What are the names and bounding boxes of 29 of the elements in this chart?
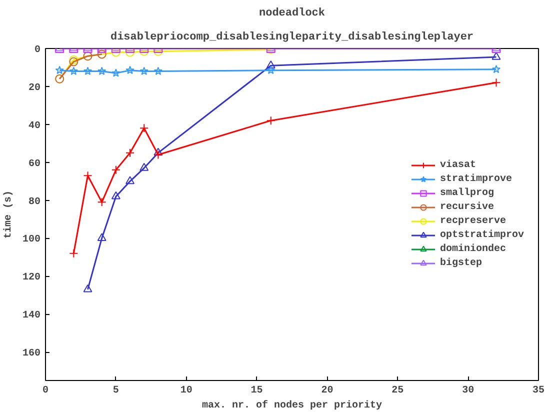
y-tick-label: 160 xyxy=(22,348,41,360)
x-tick-label: 5 xyxy=(112,386,119,396)
legend-label: stratimprove xyxy=(440,172,512,186)
y-tick-label: 20 xyxy=(28,82,41,94)
chart-title: nodeadlock xyxy=(258,8,326,20)
legend-label: dominiondec xyxy=(440,242,506,256)
chart-subtitle: disablepriocomp_disablesingleparity_disablesingleplayer xyxy=(110,32,474,44)
legend-label: smallprog xyxy=(440,186,494,200)
y-tick-label: 80 xyxy=(28,196,41,208)
y-tick-label: 40 xyxy=(28,120,41,132)
x-tick-label: 15 xyxy=(250,386,263,396)
legend-label: recpreserve xyxy=(440,214,506,228)
legend-label: viasat xyxy=(440,158,476,172)
y-tick-label: 140 xyxy=(22,310,41,322)
x-tick-label: 35 xyxy=(532,386,545,396)
y-tick-label: 120 xyxy=(22,272,41,284)
y-tick-label: 0 xyxy=(34,45,41,56)
x-axis-title: max. nr. of nodes per priority xyxy=(202,400,382,412)
x-tick-label: 25 xyxy=(392,386,404,396)
x-tick-label: 30 xyxy=(462,386,474,396)
legend-label: recursive xyxy=(440,200,494,214)
y-tick-label: 100 xyxy=(22,234,41,246)
y-axis-title: time (s) xyxy=(2,190,14,239)
y-tick-label: 60 xyxy=(28,158,41,170)
x-tick-label: 20 xyxy=(321,386,334,396)
x-tick-label: 10 xyxy=(180,386,192,396)
legend-label: bigstep xyxy=(440,256,482,270)
legend-label: optstratimprov xyxy=(440,228,524,242)
x-tick-label: 0 xyxy=(42,386,49,396)
